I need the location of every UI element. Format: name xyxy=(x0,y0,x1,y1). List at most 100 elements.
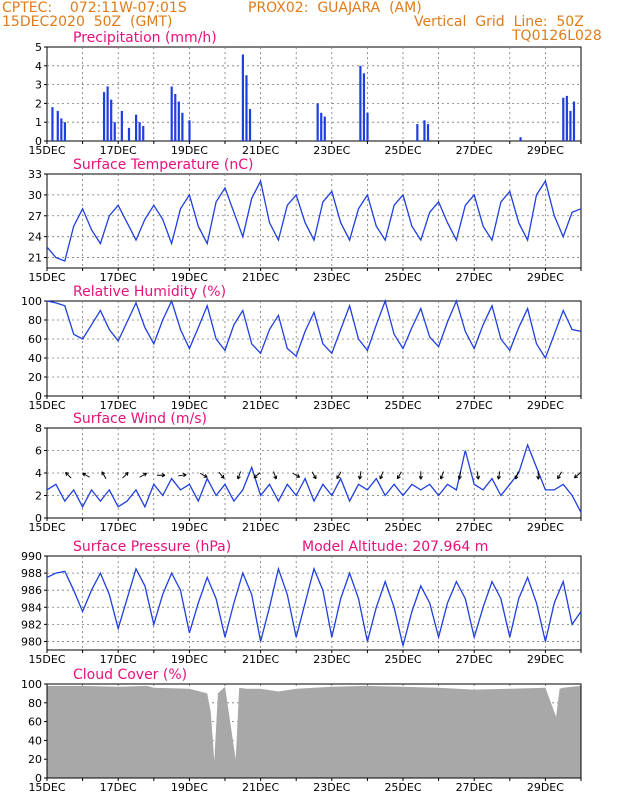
cloud-xtick-label: 23DEC xyxy=(313,781,350,794)
precip-bar xyxy=(110,99,113,141)
header-station: PROX02: GUAJARA (AM) xyxy=(248,0,422,16)
temperature-xtick-label: 25DEC xyxy=(384,271,421,284)
wind-arrow xyxy=(292,472,300,478)
header-grid-line: Vertical Grid Line: 50Z xyxy=(414,14,584,30)
pressure-ytick-label: 982 xyxy=(21,618,42,631)
precip-bar xyxy=(135,114,138,141)
wind-arrow xyxy=(440,471,444,480)
wind-arrow-head xyxy=(204,474,208,478)
pressure-frame xyxy=(46,555,582,651)
precip-bar xyxy=(113,122,116,141)
wind-arrow-head xyxy=(420,475,423,480)
cloud-ytick-label: 0 xyxy=(35,772,42,785)
precip-xtick-label: 27DEC xyxy=(456,144,493,157)
pressure-ytick-label: 990 xyxy=(21,550,42,563)
wind-ytick-label: 2 xyxy=(35,490,42,503)
humidity-ytick-label: 100 xyxy=(21,295,42,308)
cloud-ytick-label: 80 xyxy=(28,697,42,710)
wind-arrow xyxy=(458,471,462,480)
pressure-xtick-label: 29DEC xyxy=(527,653,564,666)
wind-arrow xyxy=(359,471,362,480)
header-left-line1: CPTEC: 072:11W-07:01S xyxy=(2,0,187,16)
wind-arrow-head xyxy=(275,475,278,480)
precip-xtick-label: 29DEC xyxy=(527,144,564,157)
precip-bar xyxy=(359,65,362,141)
cloud-panel: Cloud Cover (%) xyxy=(44,667,582,781)
wind-xtick-label: 27DEC xyxy=(456,521,493,534)
temperature-ytick-label: 27 xyxy=(28,210,42,223)
precip-bar xyxy=(120,110,123,141)
humidity-xtick-label: 21DEC xyxy=(242,399,279,412)
pressure-annotation: Model Altitude: 207.964 m xyxy=(302,539,488,555)
wind-arrow-head xyxy=(557,476,561,480)
precip-bar xyxy=(245,75,248,141)
humidity-xtick-label: 27DEC xyxy=(456,399,493,412)
wind-arrow-head xyxy=(237,476,241,480)
cloud-frame-top xyxy=(46,683,582,779)
wind-arrow-head xyxy=(161,473,166,476)
temperature-ytick-label: 30 xyxy=(28,189,42,202)
temperature-title: Surface Temperature (nC) xyxy=(73,157,254,173)
header-date: 15DEC2020 50Z (GMT) xyxy=(2,14,173,30)
wind-arrow xyxy=(273,471,277,480)
wind-ytick-label: 6 xyxy=(35,445,42,458)
wind-arrow xyxy=(82,472,90,478)
wind-arrow xyxy=(397,471,402,479)
precip-ytick-label: 0 xyxy=(35,135,42,148)
precip-bar xyxy=(170,86,173,141)
cloud-area xyxy=(47,685,581,778)
wind-arrow-head xyxy=(458,476,462,480)
wind-arrow-head xyxy=(477,475,481,480)
temperature-xtick-label: 15DEC xyxy=(28,271,65,284)
precip-title: Precipitation (mm/h) xyxy=(73,30,217,46)
wind-arrow-head xyxy=(379,476,384,480)
precip-bar xyxy=(423,120,426,141)
pressure-panel: Surface Pressure (hPa) Model Altitude: 20… xyxy=(44,539,582,653)
precip-bar xyxy=(56,110,59,141)
wind-panel: Surface Wind (m/s) xyxy=(44,411,582,521)
wind-arrow-head xyxy=(65,472,67,476)
wind-arrow xyxy=(336,471,342,479)
wind-arrow xyxy=(218,471,225,479)
precip-bar xyxy=(127,127,131,141)
precip-bar xyxy=(142,125,145,141)
wind-arrow xyxy=(139,472,147,478)
precip-ytick-label: 1 xyxy=(35,116,42,129)
temperature-xtick-label: 23DEC xyxy=(313,271,350,284)
cloud-ytick-label: 60 xyxy=(28,716,42,729)
precip-bar xyxy=(241,54,244,141)
header-model-code: TQ0126L028 xyxy=(512,28,602,44)
cloud-xtick-label: 27DEC xyxy=(456,781,493,794)
humidity-panel: Relative Humidity (%) xyxy=(44,284,582,399)
precip-bar xyxy=(416,124,419,141)
precip-bar xyxy=(323,116,326,141)
wind-arrow xyxy=(199,472,208,478)
pressure-ytick-label: 980 xyxy=(21,635,42,648)
pressure-xtick-label: 23DEC xyxy=(313,653,350,666)
wind-arrow-head xyxy=(182,472,187,476)
cloud-title: Cloud Cover (%) xyxy=(73,667,187,683)
precip-xtick-label: 19DEC xyxy=(171,144,208,157)
wind-arrow-head xyxy=(297,474,301,478)
wind-ytick-label: 4 xyxy=(35,467,42,480)
humidity-xtick-label: 29DEC xyxy=(527,399,564,412)
precip-xtick-label: 25DEC xyxy=(384,144,421,157)
temperature-xtick-label: 21DEC xyxy=(242,271,279,284)
temperature-ytick-label: 24 xyxy=(28,231,42,244)
precip-xtick-label: 21DEC xyxy=(242,144,279,157)
humidity-xtick-label: 15DEC xyxy=(28,399,65,412)
wind-arrow-head xyxy=(515,476,519,480)
precip-bar xyxy=(519,137,522,141)
pressure-ytick-label: 984 xyxy=(21,601,42,614)
wind-xtick-label: 17DEC xyxy=(100,521,137,534)
pressure-xtick-label: 25DEC xyxy=(384,653,421,666)
humidity-xtick-label: 19DEC xyxy=(171,399,208,412)
wind-xtick-label: 15DEC xyxy=(28,521,65,534)
wind-arrow xyxy=(65,472,72,479)
pressure-xtick-label: 17DEC xyxy=(100,653,137,666)
wind-title: Surface Wind (m/s) xyxy=(73,411,207,427)
precip-ytick-label: 5 xyxy=(35,41,42,54)
humidity-ytick-label: 80 xyxy=(28,314,42,327)
temperature-xtick-label: 19DEC xyxy=(171,271,208,284)
